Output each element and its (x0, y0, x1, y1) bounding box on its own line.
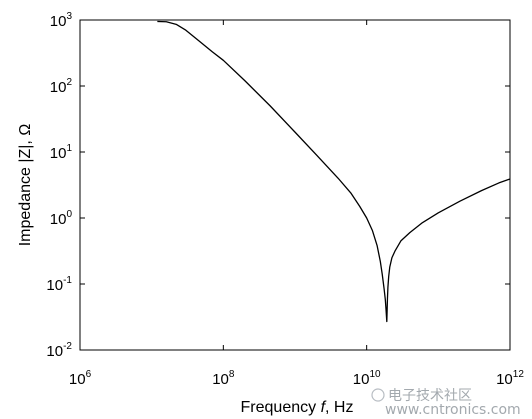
x-axis-label: Frequency f, Hz (241, 399, 354, 416)
x-tick-label-base: 10 (212, 371, 229, 388)
x-tick-label: 1010 (353, 369, 381, 388)
x-tick-label-base: 10 (353, 371, 370, 388)
watermark-logo-icon (371, 388, 385, 402)
y-tick-label: 101 (50, 143, 73, 162)
x-tick-label-base: 10 (69, 371, 86, 388)
y-tick-label: 100 (50, 209, 73, 228)
watermark-site: www.cntronics.com (385, 402, 521, 418)
x-axis-label-italic: f (321, 399, 327, 416)
y-tick-label-exponent: -2 (63, 341, 72, 352)
y-tick-label-base: 10 (50, 79, 67, 96)
x-axis-label-prefix: Frequency (241, 399, 321, 416)
y-axis-label: Impedance |Z|, Ω (17, 124, 34, 247)
y-tick-label-exponent: 1 (66, 143, 72, 154)
y-tick-label-base: 10 (46, 277, 63, 294)
y-tick-label: 102 (50, 77, 73, 96)
x-axis-tick-labels: 106 108 1010 1012 (69, 369, 524, 388)
y-tick-label-base: 10 (46, 343, 63, 360)
y-tick-label: 10-1 (46, 275, 72, 294)
y-tick-label: 10-2 (46, 341, 72, 360)
x-axis-label-suffix: , Hz (325, 399, 353, 416)
impedance-curve (157, 20, 511, 323)
watermark-text: 电子技术社区 (388, 388, 472, 404)
watermark: 电子技术社区 www.cntronics.com (371, 388, 521, 418)
y-tick-label-exponent: -1 (63, 275, 72, 286)
y-tick-label-base: 10 (50, 145, 67, 162)
x-tick-label-exponent: 8 (229, 369, 235, 380)
x-tick-label: 1012 (496, 369, 524, 388)
x-tick-label-exponent: 10 (369, 369, 381, 380)
x-tick-label: 108 (212, 369, 235, 388)
x-tick-label-exponent: 6 (86, 369, 92, 380)
y-tick-label-exponent: 3 (66, 11, 72, 22)
plot-frame (79, 19, 511, 351)
x-tick-label-base: 10 (496, 371, 513, 388)
x-tick-label: 106 (69, 369, 92, 388)
x-tick-label-exponent: 12 (513, 369, 525, 380)
y-tick-label-base: 10 (50, 13, 67, 30)
y-tick-label-exponent: 2 (66, 77, 72, 88)
y-tick-label-base: 10 (50, 211, 67, 228)
y-tick-label-exponent: 0 (66, 209, 72, 220)
y-tick-label: 103 (50, 11, 73, 30)
